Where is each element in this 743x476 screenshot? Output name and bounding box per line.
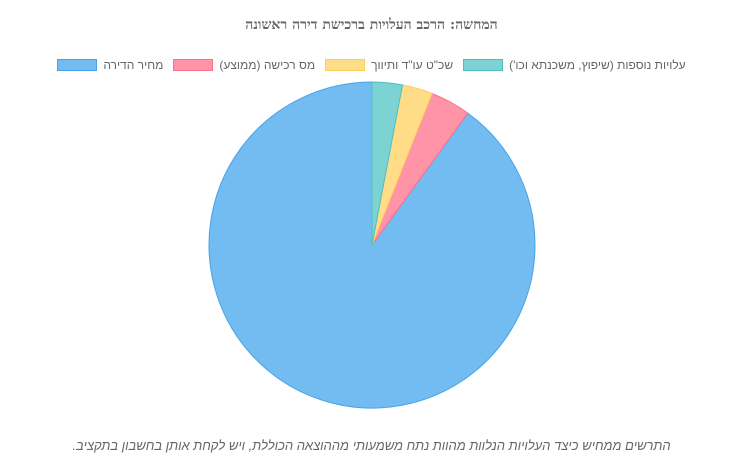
pie-slice[interactable] <box>371 81 404 246</box>
legend-item[interactable]: שכ"ט עו"ד ותיווך <box>325 58 453 72</box>
legend-label: שכ"ט עו"ד ותיווך <box>371 58 454 72</box>
legend-swatch <box>57 59 98 71</box>
legend-item[interactable]: מס רכישה (ממוצע) <box>173 58 315 72</box>
legend-label: מס רכישה (ממוצע) <box>219 58 316 72</box>
chart-legend: מחיר הדירה מס רכישה (ממוצע) שכ"ט עו"ד ותיו… <box>57 57 686 73</box>
legend-swatch <box>325 59 366 71</box>
legend-label: מחיר הדירה <box>103 58 164 72</box>
legend-swatch <box>173 59 214 71</box>
legend-item[interactable]: עלויות נוספות (שיפוץ, משכנתא וכו') <box>463 58 686 72</box>
chart-caption: התרשים ממחיש כיצד העלויות הנלוות מהוות נ… <box>72 438 671 453</box>
legend-swatch <box>463 59 504 71</box>
legend-label: עלויות נוספות (שיפוץ, משכנתא וכו') <box>509 58 686 72</box>
legend-item[interactable]: מחיר הדירה <box>57 58 163 72</box>
chart-title: המחשה: הרכב העלויות ברכישת דירה ראשונה <box>245 17 498 33</box>
